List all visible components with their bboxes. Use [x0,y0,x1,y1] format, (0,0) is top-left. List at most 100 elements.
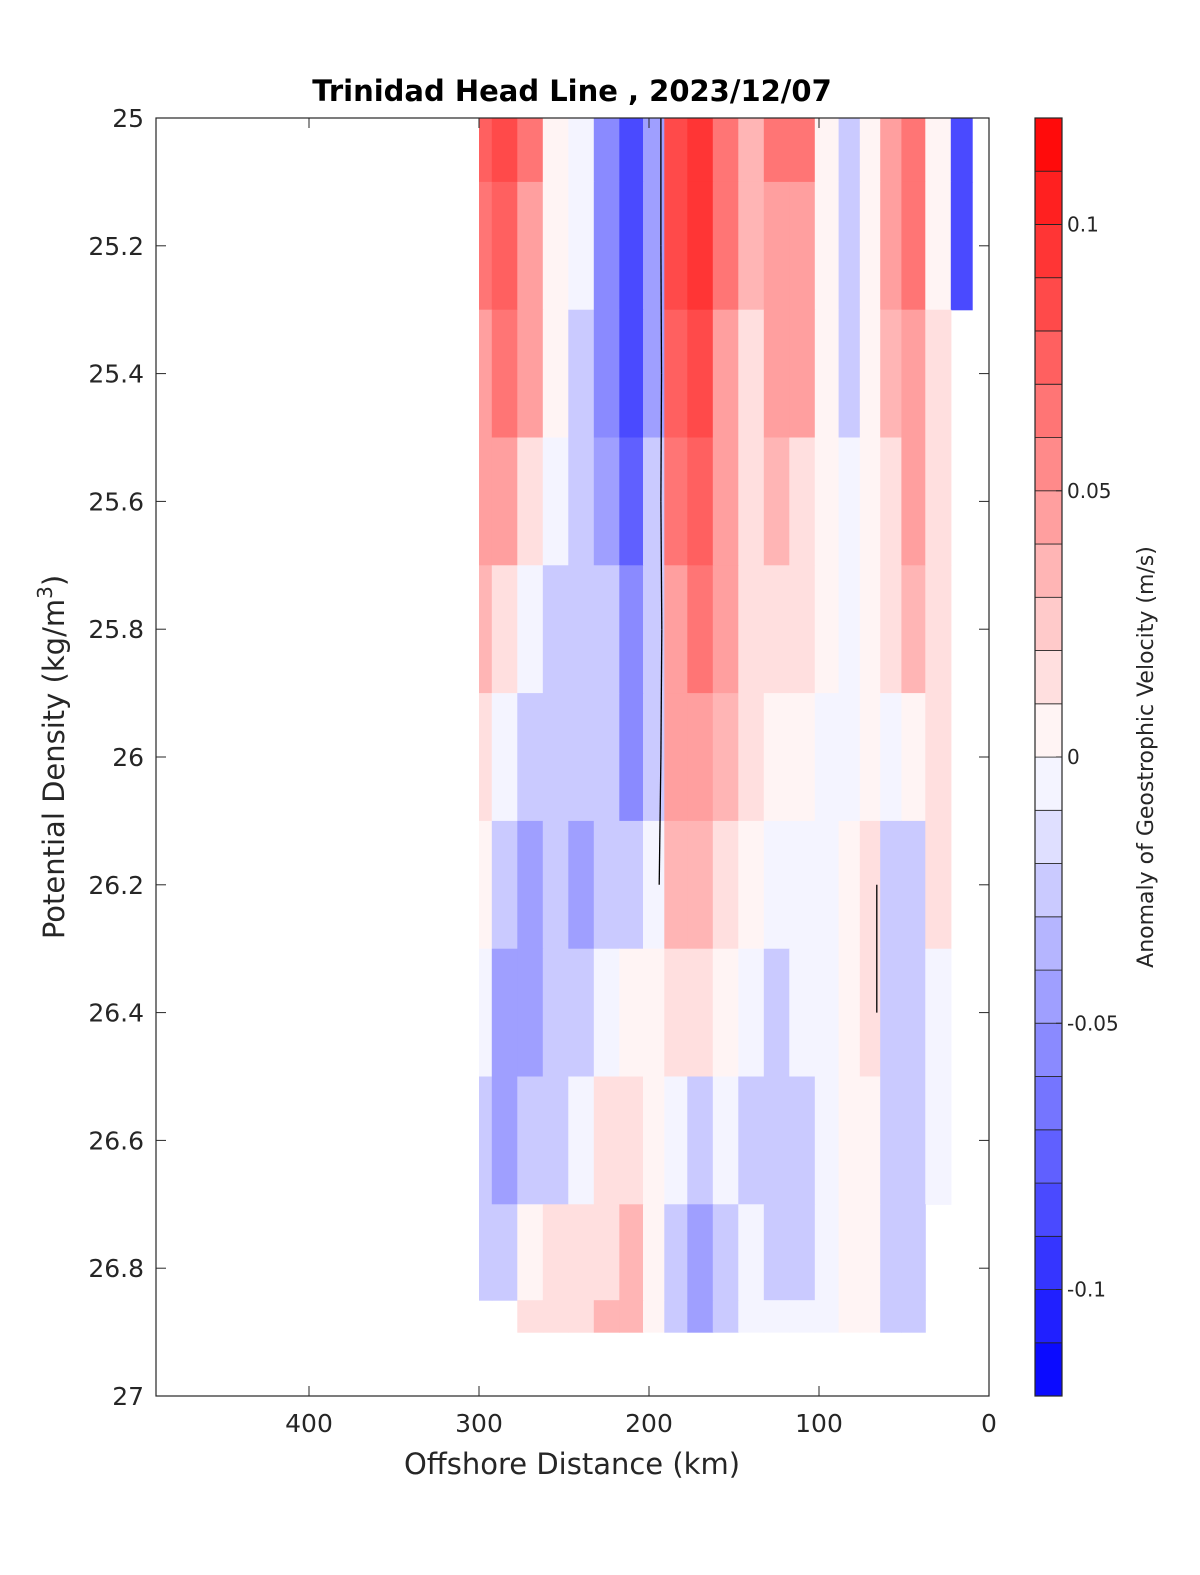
y-tick-label: 26.8 [88,1254,144,1283]
heatmap-cell [901,1076,926,1205]
heatmap-cell [517,1076,544,1205]
heatmap-cell [838,181,861,311]
heatmap-cell [859,309,881,439]
colorbar-tick-label: -0.1 [1067,1278,1106,1302]
heatmap-cell [664,948,688,1078]
heatmap-cell [593,948,620,1078]
heatmap-cell [593,1076,620,1205]
heatmap-cell [880,437,902,566]
colorbar-band [1034,117,1063,172]
colorbar-band [1034,1182,1063,1237]
heatmap-cell [838,309,861,439]
colorbar-band [1034,543,1063,598]
heatmap-cell [687,948,714,1078]
heatmap-cell [619,820,644,950]
colorbar-band [1034,809,1063,864]
heatmap-cell [763,181,790,311]
heatmap-cell [738,948,765,1078]
y-tick-label: 26.6 [88,1126,144,1155]
heatmap-cell [479,1204,493,1301]
heatmap-cell [593,565,620,694]
heatmap-cell [542,693,569,822]
heatmap-cell [568,118,595,183]
heatmap-cell [593,820,620,950]
heatmap-cell [925,181,952,311]
heatmap-cell [789,1300,816,1333]
heatmap-cell [763,437,790,566]
heatmap-cell [664,1204,688,1301]
colorbar-tick-label: -0.05 [1067,1011,1119,1035]
heatmap-cell [619,118,644,183]
heatmap-cell [838,1076,861,1205]
heatmap-cell [763,1076,790,1205]
heatmap-cell [491,181,518,311]
heatmap-cell [479,820,493,950]
heatmap-cell [838,948,861,1078]
heatmap-cell [491,309,518,439]
heatmap-cell [814,820,840,950]
heatmap-cell [491,820,518,950]
heatmap-cell [568,309,595,439]
heatmap-cell [880,820,902,950]
heatmap-cell [542,565,569,694]
heatmap-cell [814,181,840,311]
heatmap-cell [517,693,544,822]
heatmap-cell [568,1300,595,1333]
heatmap-cell [712,118,739,183]
heatmap-cell [619,437,644,566]
colorbar-band [1034,224,1063,279]
heatmap-cell [593,437,620,566]
x-axis-title: Offshore Distance (km) [404,1447,740,1481]
heatmap-cell [838,693,861,822]
heatmap-cell [664,820,688,950]
heatmap-cell [712,437,739,566]
colorbar-tick-label: 0 [1067,745,1080,769]
heatmap-cell [950,118,973,183]
heatmap-cell [643,565,665,694]
heatmap-cell [814,1204,840,1301]
heatmap-cell [789,437,816,566]
heatmap-cell [491,565,518,694]
heatmap-cell [619,948,644,1078]
heatmap-cell [901,565,926,694]
heatmap-cell [763,820,790,950]
heatmap-cell [593,118,620,183]
heatmap-cell [687,820,714,950]
zero-contours [658,118,878,1013]
heatmap-cell [664,437,688,566]
colorbar-band [1034,170,1063,225]
heatmap-cell [687,693,714,822]
heatmap-cell [950,181,973,311]
heatmap-cell [814,309,840,439]
heatmap-cell [712,565,739,694]
heatmap-cell [593,309,620,439]
heatmap-cell [687,1204,714,1301]
heatmap-cell [542,1076,569,1205]
colorbar-band [1034,863,1063,918]
heatmap-cell [789,820,816,950]
heatmap-cell [789,118,816,183]
heatmap-cell [712,1204,739,1301]
chart-title: Trinidad Head Line , 2023/12/07 [312,74,832,108]
heatmap-cell [687,437,714,566]
y-axis-title: Potential Density (kg/m3) [33,575,71,939]
heatmap-cell [517,118,544,183]
heatmap-cell [479,309,493,439]
heatmap-cell [814,1300,840,1333]
y-axis-title-close: ) [37,575,71,586]
heatmap-cell [925,565,952,694]
colorbar-ticks: 0.1 0.05 0 -0.05 -0.1 [1056,213,1119,1302]
y-axis-title-main: Potential Density (kg/m [37,599,71,939]
heatmap-cell [479,181,493,311]
heatmap-cell [479,1076,493,1205]
heatmap-cells [479,118,973,1333]
heatmap-cell [593,1300,620,1333]
heatmap-cell [491,1204,518,1301]
colorbar-tick-label: 0.1 [1067,213,1099,237]
heatmap-cell [763,118,790,183]
heatmap-cell [763,1300,790,1333]
heatmap-cell [838,118,861,183]
heatmap-cell [901,118,926,183]
heatmap-cell [789,309,816,439]
zero-contour-segment [658,756,662,885]
